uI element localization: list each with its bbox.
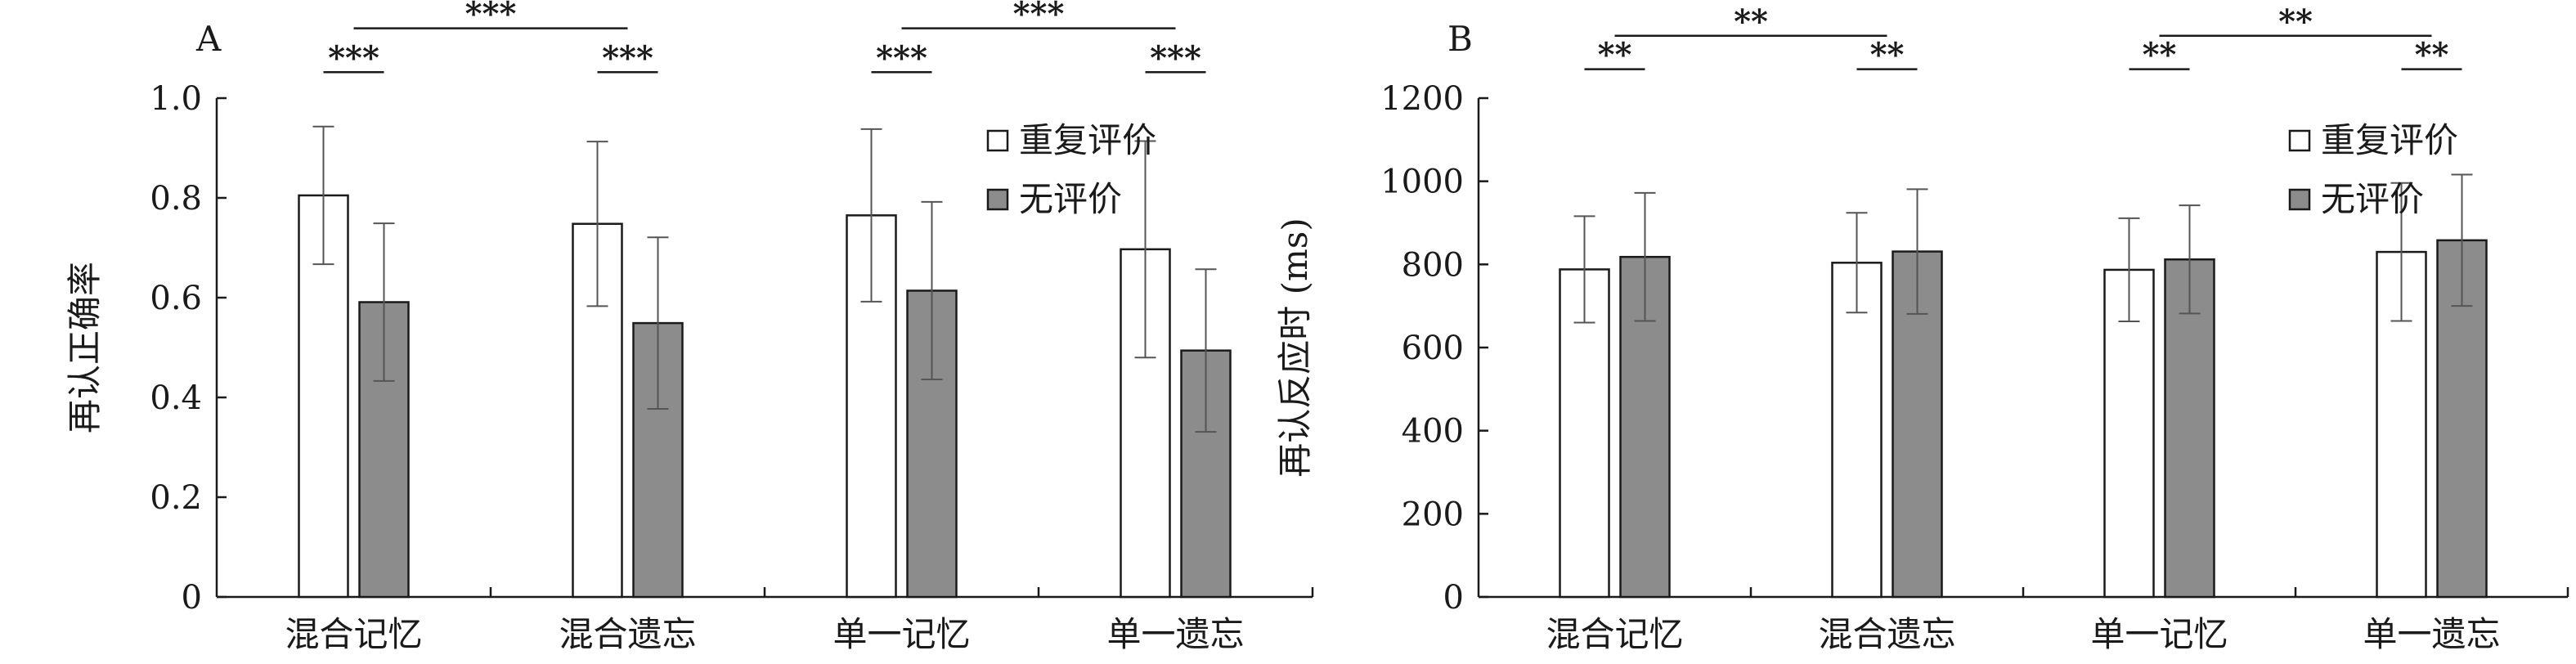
significance-label: **	[1870, 36, 1905, 74]
significance-label: ***	[876, 38, 927, 77]
y-tick-label: 1.0	[150, 80, 202, 118]
bar	[1831, 262, 1883, 599]
x-tick-label: 单一记忆	[832, 614, 970, 654]
y-tick-label: 1200	[1380, 80, 1464, 118]
x-tick-label: 单一记忆	[2090, 614, 2228, 654]
significance-label: **	[2143, 36, 2177, 74]
x-tick-label: 单一遗忘	[2363, 614, 2500, 654]
significance-label: ***	[1013, 0, 1065, 34]
legend-swatch	[2288, 188, 2311, 211]
significance-label: ***	[465, 0, 517, 34]
x-tick-label: 混合遗忘	[559, 614, 696, 654]
y-tick-label: 0.6	[150, 280, 202, 317]
significance-label: ***	[328, 38, 379, 77]
significance-label: ***	[602, 38, 653, 77]
x-tick-label: 混合记忆	[285, 614, 422, 654]
legend-label: 重复评价	[2321, 120, 2458, 160]
panel-label: A	[195, 19, 222, 59]
y-axis-title: 再认正确率	[65, 262, 105, 433]
y-tick-label: 0.2	[150, 479, 202, 517]
y-tick-label: 0	[1443, 579, 1464, 617]
legend-swatch	[2288, 129, 2311, 152]
y-tick-label: 1000	[1380, 164, 1464, 201]
significance-label: **	[2415, 36, 2449, 74]
y-tick-label: 0.4	[150, 379, 202, 417]
x-tick-label: 混合记忆	[1546, 614, 1683, 654]
significance-label: **	[1598, 36, 1632, 74]
panel-a: A 0 0.2 0.4 0.6 0.8 1.0 混合记忆 混合遗忘 单一记忆 单一遗忘 再认正确率 **…	[65, 0, 1314, 654]
significance-label: **	[2278, 2, 2313, 41]
legend-swatch	[986, 129, 1009, 152]
legend-label: 无评价	[2321, 179, 2424, 219]
significance-label: **	[1734, 2, 1768, 41]
panel-label: B	[1447, 19, 1473, 59]
y-axis-title: 再认反应时 (ms)	[1275, 218, 1315, 478]
y-tick-label: 0	[182, 579, 202, 617]
x-tick-label: 混合遗忘	[1818, 614, 1955, 654]
y-tick-label: 800	[1402, 246, 1464, 284]
x-tick-label: 单一遗忘	[1106, 614, 1244, 654]
panel-b: B 0 200 400 600 800 1000 1200 混合记忆 混合遗忘 单一记忆 单一遗忘 再认…	[1275, 2, 2569, 654]
y-tick-label: 400	[1402, 413, 1464, 451]
legend-swatch	[986, 188, 1009, 211]
significance-label: ***	[1150, 38, 1201, 77]
bar	[2103, 268, 2155, 599]
legend-label: 无评价	[1019, 179, 1122, 219]
y-tick-label: 600	[1402, 330, 1464, 367]
legend-label: 重复评价	[1019, 120, 1156, 160]
y-tick-label: 200	[1402, 496, 1464, 533]
y-tick-label: 0.8	[150, 180, 202, 218]
